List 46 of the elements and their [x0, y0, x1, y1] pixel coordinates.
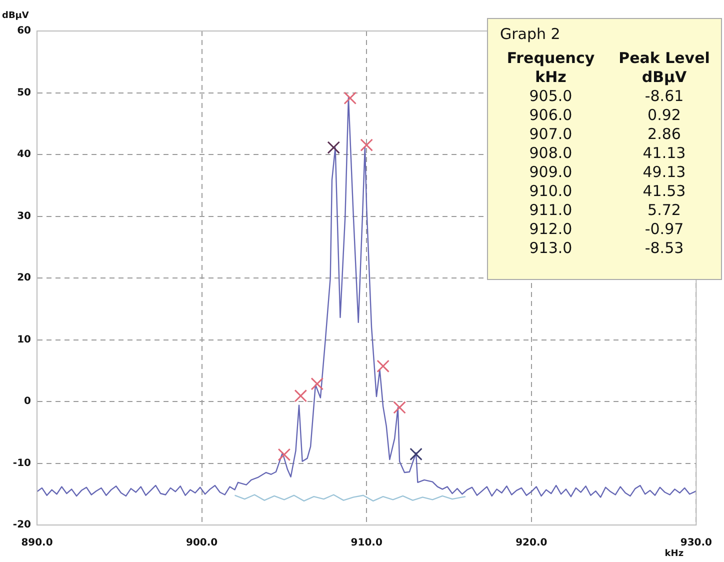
point: [393, 401, 406, 414]
annotation: -8.61: [644, 87, 685, 106]
annotation: Peak Level dBµV: [618, 49, 711, 87]
x-tick-label: 890.0: [21, 538, 53, 549]
x-tick-label: 930.0: [680, 538, 712, 549]
x-axis-title: kHz: [664, 548, 684, 559]
point: [294, 389, 308, 402]
annotation: 41.13: [642, 144, 687, 163]
x-tick-label: 910.0: [350, 538, 382, 549]
annotation: -0.97: [644, 220, 685, 239]
annotation: 2.86: [646, 125, 682, 144]
point: [360, 138, 373, 152]
annotation: -8.53: [644, 239, 685, 258]
annotation: 0.92: [646, 106, 682, 125]
x-tick-label: 920.0: [516, 538, 548, 549]
annotation: 905.0: [528, 87, 574, 106]
y-axis-title: dBµV: [2, 10, 29, 21]
y-tick-label: -20: [12, 520, 32, 531]
annotation: 5.72: [646, 201, 682, 220]
annotation: 49.13: [642, 163, 687, 182]
annotation: 909.0: [528, 163, 574, 182]
y-tick-label: 0: [24, 396, 32, 408]
annotation: 912.0: [528, 220, 574, 239]
point: [410, 448, 422, 461]
y-tick-label: 30: [17, 210, 32, 222]
y-tick-label: 20: [17, 272, 32, 284]
annotation: 906.0: [528, 106, 574, 125]
annotation: 908.0: [528, 144, 574, 163]
point: [278, 448, 291, 462]
annotation: 41.53: [642, 182, 687, 201]
point: [327, 141, 340, 154]
y-tick-label: 10: [17, 334, 32, 346]
annotation: 910.0: [528, 182, 574, 201]
annotation: 913.0: [528, 239, 574, 258]
annotation: 911.0: [528, 201, 574, 220]
point: [310, 377, 324, 390]
y-tick-label: 60: [17, 26, 32, 37]
y-tick-label: 50: [17, 87, 32, 98]
annotation: Frequency kHz: [506, 49, 596, 87]
annotation: 907.0: [528, 125, 574, 144]
point: [376, 360, 390, 373]
point: [344, 92, 357, 105]
legend-title: Graph 2: [500, 25, 562, 43]
x-tick-label: 900.0: [186, 538, 218, 549]
y-tick-label: -10: [12, 458, 32, 469]
y-tick-label: 40: [17, 149, 32, 160]
